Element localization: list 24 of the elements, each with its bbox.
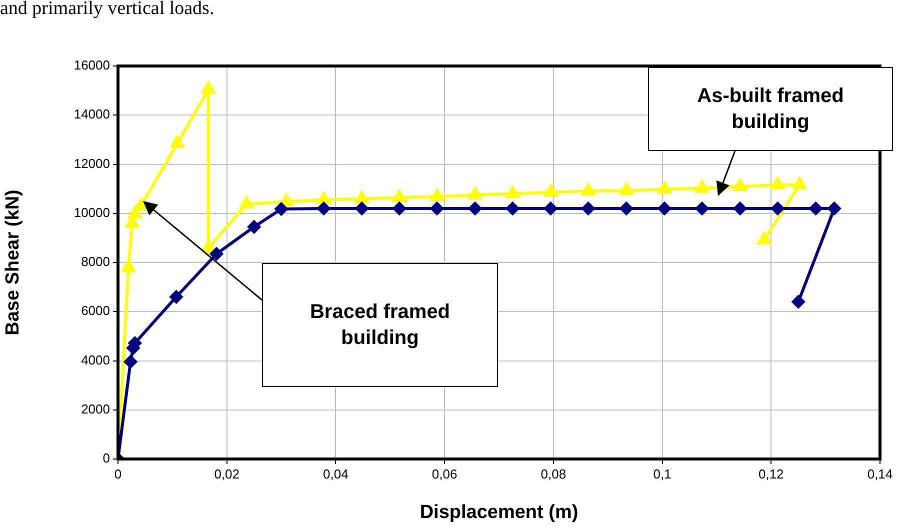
callout-box: As-built framed building [648, 67, 893, 151]
x-tick-label: 0,14 [867, 466, 893, 482]
x-tick-label: 0,1 [653, 466, 672, 482]
y-tick-label: 16000 [74, 58, 110, 73]
y-tick-label: 4000 [81, 352, 110, 368]
text: and primarily vertical loads. [0, 0, 214, 20]
x-tick-label: 0,06 [432, 466, 458, 482]
x-tick-label: 0,02 [214, 466, 240, 482]
y-tick-label: 0 [102, 450, 110, 466]
x-tick-label: 0,12 [758, 466, 784, 482]
annotation: As-built framed building [696, 84, 845, 135]
annotation: Braced framed building [308, 300, 452, 351]
x-tick-label: 0,08 [540, 466, 566, 482]
x-tick-label: 0 [114, 466, 122, 482]
y-axis-title: Base Shear (kN) [2, 190, 24, 336]
y-tick-label: 2000 [81, 401, 110, 416]
x-axis-title: Displacement (m) [420, 502, 578, 523]
x-tick-label: 0,04 [323, 466, 348, 482]
y-tick-label: 14000 [74, 106, 110, 122]
y-tick-label: 12000 [74, 156, 110, 171]
y-tick-label: 8000 [81, 254, 110, 270]
y-tick-label: 6000 [81, 303, 110, 318]
y-tick-label: 10000 [74, 204, 110, 220]
callout-box: Braced framed building [262, 263, 498, 387]
